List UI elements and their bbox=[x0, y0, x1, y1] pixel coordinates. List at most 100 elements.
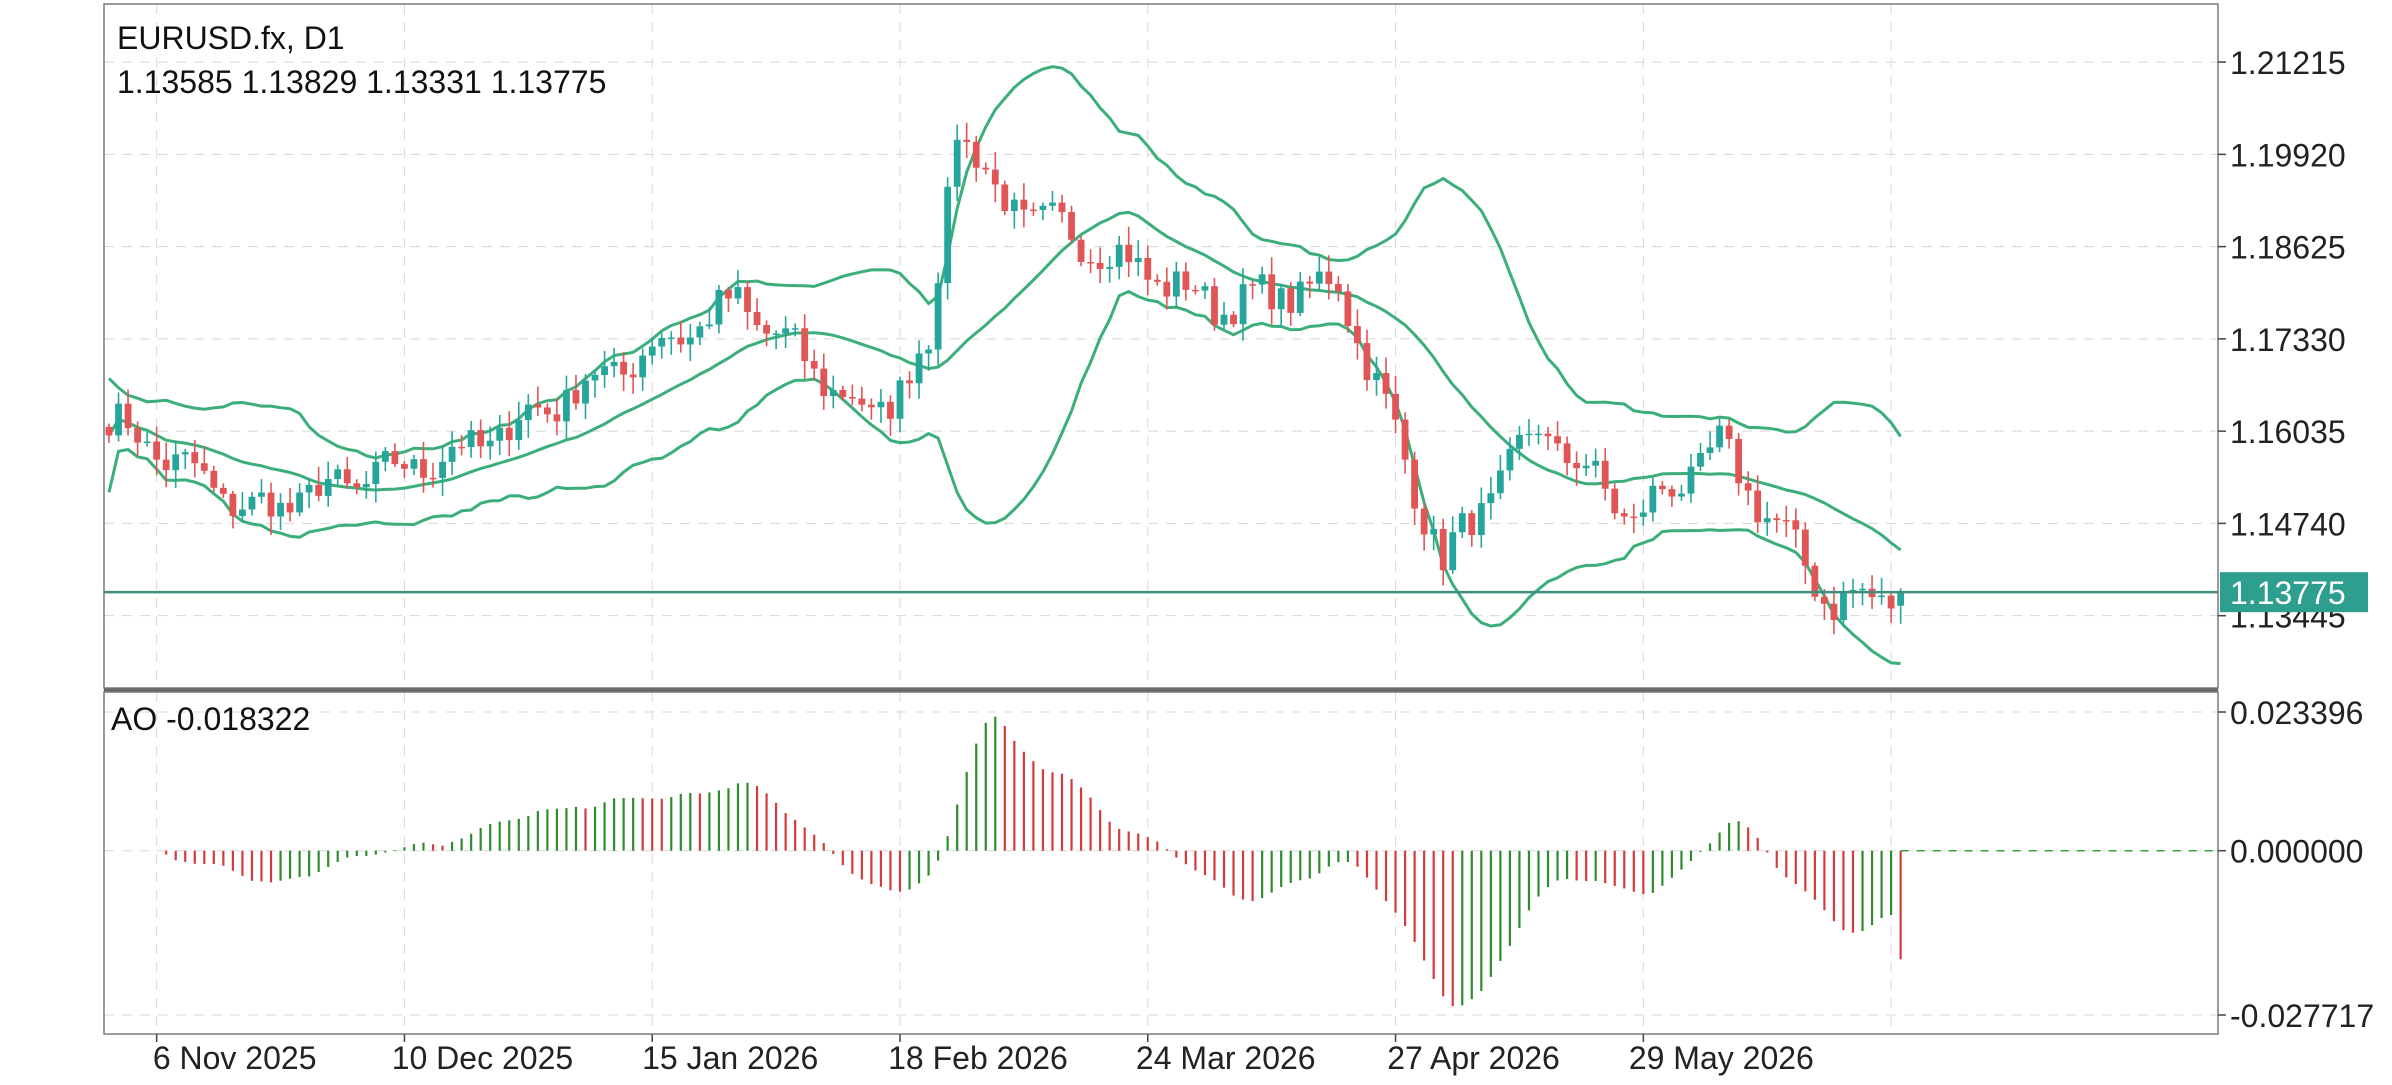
candle-body bbox=[1182, 271, 1190, 290]
candle-body bbox=[543, 407, 551, 415]
candle-body bbox=[1801, 529, 1809, 566]
candle-body bbox=[1220, 314, 1228, 325]
ao-tick-label: 0.023396 bbox=[2230, 695, 2363, 731]
candle-body bbox=[1716, 425, 1723, 448]
candle-body bbox=[686, 337, 694, 345]
price-axis: 1.21215 1.19920 1.18625 1.17330 1.16035 1.147… bbox=[2218, 45, 2346, 635]
candle-body bbox=[877, 401, 885, 408]
candle-body bbox=[467, 430, 475, 448]
candle-body bbox=[258, 492, 265, 497]
candle-body bbox=[1087, 261, 1094, 264]
candle-body bbox=[1821, 596, 1828, 604]
candle-body bbox=[343, 469, 351, 484]
candle-body bbox=[1468, 513, 1476, 535]
candle-body bbox=[1096, 262, 1104, 269]
candle-body bbox=[944, 186, 952, 284]
time-tick-label: 29 May 2026 bbox=[1629, 1040, 1814, 1076]
candle-body bbox=[972, 141, 980, 168]
ao-tick-label: -0.027717 bbox=[2230, 998, 2374, 1034]
candle-body bbox=[1125, 244, 1133, 263]
candle-body bbox=[572, 390, 580, 404]
candle-body bbox=[134, 428, 141, 443]
candle-body bbox=[229, 493, 237, 517]
candle-body bbox=[934, 283, 942, 350]
candle-body bbox=[477, 430, 485, 447]
candle-body bbox=[639, 355, 647, 378]
candle-body bbox=[591, 375, 599, 381]
candles-layer bbox=[105, 122, 1905, 635]
price-tick-label: 1.17330 bbox=[2230, 322, 2346, 358]
candle-body bbox=[1411, 459, 1419, 509]
candle-body bbox=[925, 349, 932, 354]
price-tick-label: 1.19920 bbox=[2230, 137, 2346, 173]
candle-body bbox=[439, 461, 446, 478]
candle-body bbox=[410, 459, 418, 469]
candle-body bbox=[162, 459, 170, 471]
candle-body bbox=[1763, 518, 1771, 523]
candle-body bbox=[115, 403, 122, 436]
candle-body bbox=[1010, 199, 1018, 212]
candle-body bbox=[1287, 288, 1295, 313]
bollinger-bands bbox=[107, 65, 1902, 665]
candle-body bbox=[534, 404, 542, 408]
candle-body bbox=[1115, 244, 1123, 267]
candle-body bbox=[1544, 433, 1552, 437]
candle-body bbox=[1573, 462, 1581, 469]
candle-body bbox=[1744, 483, 1752, 491]
candle-body bbox=[1601, 460, 1609, 489]
candle-body bbox=[401, 464, 408, 469]
candle-body bbox=[677, 337, 685, 345]
price-tick-label: 1.14740 bbox=[2230, 506, 2346, 542]
candle-body bbox=[1830, 603, 1838, 621]
candle-body bbox=[1506, 448, 1514, 471]
candle-body bbox=[791, 328, 799, 330]
candle-body bbox=[868, 404, 875, 408]
lower-band bbox=[107, 289, 1901, 665]
candle-body bbox=[486, 440, 494, 447]
candle-body bbox=[1382, 373, 1390, 394]
candle-body bbox=[210, 470, 218, 488]
candle-body bbox=[563, 390, 570, 422]
time-tick-label: 15 Jan 2026 bbox=[642, 1040, 818, 1076]
candle-body bbox=[696, 326, 704, 338]
ohlc-readout: 1.13585 1.13829 1.13331 1.13775 bbox=[117, 64, 606, 100]
candle-body bbox=[1058, 202, 1066, 213]
candle-body bbox=[286, 502, 294, 513]
candle-body bbox=[1315, 271, 1323, 284]
candle-body bbox=[1487, 493, 1495, 504]
candle-body bbox=[124, 403, 132, 429]
candle-body bbox=[1458, 513, 1466, 533]
chart-frame bbox=[103, 3, 2219, 1035]
candle-body bbox=[1630, 516, 1638, 519]
ao-indicator-label: AO -0.018322 bbox=[111, 701, 310, 737]
time-tick-label: 24 Mar 2026 bbox=[1136, 1040, 1316, 1076]
candle-body bbox=[1525, 433, 1533, 436]
candle-body bbox=[915, 353, 923, 384]
candle-body bbox=[429, 477, 437, 480]
candle-body bbox=[887, 401, 894, 419]
candle-body bbox=[1668, 489, 1676, 497]
candle-body bbox=[1363, 343, 1371, 381]
candle-body bbox=[448, 446, 456, 462]
candle-body bbox=[1897, 592, 1905, 606]
candle-body bbox=[839, 390, 847, 398]
candle-body bbox=[1049, 202, 1056, 206]
candle-body bbox=[982, 167, 990, 170]
candle-body bbox=[658, 337, 666, 347]
candle-body bbox=[1401, 419, 1409, 460]
candle-body bbox=[248, 496, 256, 510]
candle-body bbox=[829, 390, 837, 397]
candle-body bbox=[772, 333, 780, 335]
candle-body bbox=[1153, 279, 1161, 282]
symbol-title: EURUSD.fx, D1 bbox=[117, 20, 345, 56]
candle-body bbox=[629, 374, 637, 378]
candle-body bbox=[1592, 460, 1600, 466]
candle-body bbox=[172, 454, 180, 471]
candle-body bbox=[963, 139, 971, 142]
candle-body bbox=[1639, 512, 1647, 517]
time-tick-label: 18 Feb 2026 bbox=[888, 1040, 1068, 1076]
current-price-badge bbox=[2220, 572, 2368, 613]
candle-body bbox=[1020, 199, 1028, 210]
